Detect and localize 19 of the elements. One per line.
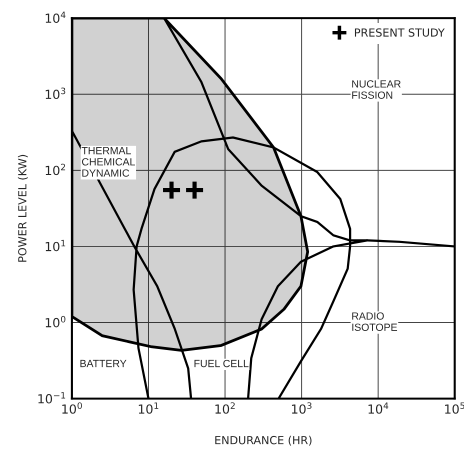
y-tick-label: 10$^{3}$ (46, 88, 66, 100)
x-tick-label: 10$^{4}$ (368, 402, 388, 414)
y-tick-label: 10$^{4}$ (46, 12, 66, 23)
y-tick-label: 10$^{2}$ (46, 164, 66, 176)
annotation: RADIO ISOTOPE (352, 312, 398, 331)
y-tick-label: 10$^{1}$ (46, 240, 66, 252)
annotation: THERMAL CHEMICAL DYNAMIC (82, 147, 135, 177)
annotation: BATTERY (80, 360, 126, 368)
y-tick-label: 10$^{0}$ (46, 316, 66, 328)
x-tick-label: 10$^{3}$ (292, 402, 312, 414)
x-tick-label: 10$^{0}$ (62, 402, 82, 414)
legend-label: PRESENT STUDY (354, 28, 445, 37)
annotation: NUCLEAR FISSION (352, 80, 401, 99)
x-tick-label: 10$^{2}$ (215, 402, 235, 414)
x-axis-title: ENDURANCE (HR) (215, 436, 312, 446)
y-tick-label: 10$^{−1}$ (38, 392, 66, 404)
y-axis-title: POWER LEVEL (KW) (18, 154, 28, 262)
x-tick-label: 10$^{1}$ (138, 402, 158, 414)
annotation: FUEL CELL (194, 360, 248, 368)
